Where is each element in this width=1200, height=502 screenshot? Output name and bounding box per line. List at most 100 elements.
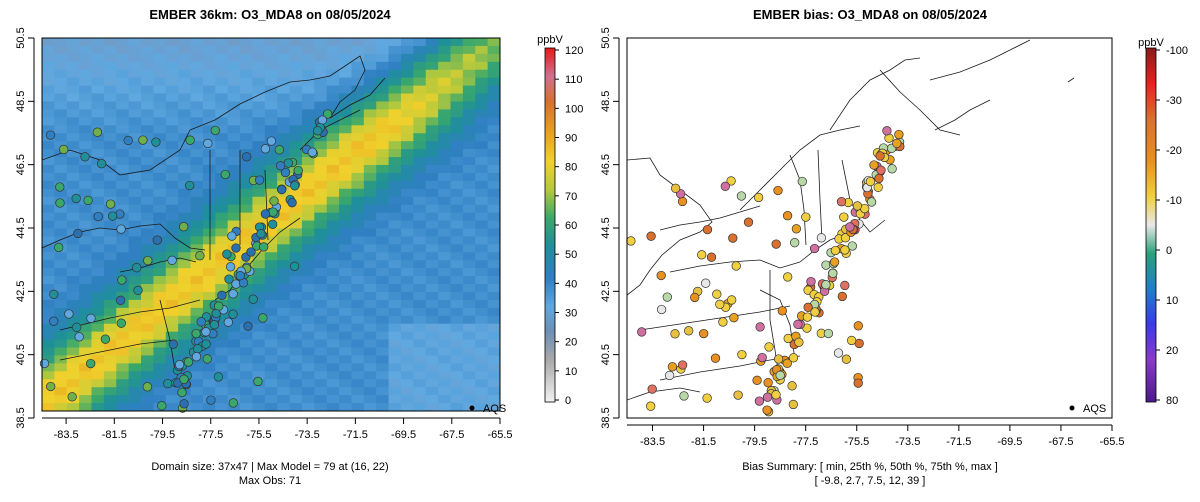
field-cell <box>128 172 142 182</box>
left-colorbar-label: 40 <box>565 278 577 290</box>
field-cell <box>128 180 142 190</box>
field-cell <box>413 252 427 261</box>
field-cell <box>165 268 179 277</box>
field-cell <box>202 284 216 293</box>
field-cell <box>227 180 241 190</box>
field-cell <box>215 204 229 214</box>
field-cell <box>264 331 278 341</box>
field-cell <box>400 252 414 261</box>
field-cell <box>202 387 216 396</box>
field-cell <box>438 196 452 206</box>
field-cell <box>240 307 254 317</box>
field-cell <box>103 307 117 317</box>
field-cell <box>165 323 179 333</box>
field-cell <box>400 149 414 158</box>
field-cell <box>165 149 179 158</box>
field-cell <box>277 363 291 372</box>
field-cell <box>425 85 439 95</box>
field-cell <box>413 204 427 214</box>
field-cell <box>153 61 167 71</box>
field-cell <box>190 180 204 190</box>
field-cell <box>252 157 266 166</box>
right-site-marker <box>882 126 892 136</box>
field-cell <box>178 164 192 174</box>
field-cell <box>141 204 155 214</box>
field-cell <box>252 395 266 404</box>
left-y-tick-label: 40.5 <box>15 344 27 365</box>
field-cell <box>400 101 414 111</box>
field-cell <box>363 149 377 158</box>
field-cell <box>79 69 93 79</box>
field-cell <box>190 77 204 87</box>
field-cell <box>450 403 464 411</box>
field-cell <box>141 125 155 134</box>
field-cell <box>116 403 130 411</box>
field-cell <box>178 77 192 87</box>
field-cell <box>178 252 192 261</box>
left-site-marker <box>228 398 238 408</box>
right-x-tick-label: -77.5 <box>793 436 818 448</box>
field-cell <box>42 69 55 79</box>
field-cell <box>351 141 365 150</box>
field-cell <box>425 101 439 111</box>
field-cell <box>79 188 93 198</box>
field-cell <box>264 291 278 301</box>
field-cell <box>388 180 402 190</box>
field-cell <box>215 93 229 103</box>
field-cell <box>42 403 55 411</box>
right-x-tick-label: -75.5 <box>844 436 869 448</box>
right-site-marker <box>783 272 793 282</box>
field-cell <box>54 45 68 55</box>
field-cell <box>376 260 390 269</box>
field-cell <box>141 355 155 364</box>
field-cell <box>462 252 476 261</box>
field-cell <box>425 228 439 238</box>
field-cell <box>413 379 427 388</box>
field-cell <box>450 141 464 150</box>
field-cell <box>178 212 192 222</box>
field-cell <box>227 212 241 222</box>
field-cell <box>91 236 105 245</box>
field-cell <box>153 323 167 333</box>
field-cell <box>301 244 315 253</box>
field-cell <box>363 276 377 285</box>
field-cell <box>363 93 377 103</box>
field-cell <box>141 371 155 380</box>
field-cell <box>462 236 476 245</box>
field-cell <box>240 244 254 253</box>
field-cell <box>178 347 192 357</box>
field-cell <box>202 101 216 111</box>
right-site-marker <box>892 138 902 148</box>
right-site-marker <box>828 268 838 278</box>
field-cell <box>351 172 365 182</box>
field-cell <box>351 125 365 134</box>
field-cell <box>339 276 353 285</box>
field-cell <box>425 323 439 333</box>
field-cell <box>165 387 179 396</box>
field-cell <box>153 244 167 253</box>
field-cell <box>91 204 105 214</box>
field-cell <box>475 299 489 309</box>
field-cell <box>215 315 229 325</box>
field-cell <box>475 355 489 364</box>
field-cell <box>227 93 241 103</box>
field-cell <box>413 363 427 372</box>
field-cell <box>128 220 142 230</box>
field-cell <box>202 45 216 55</box>
left-site-marker <box>289 261 300 271</box>
field-cell <box>351 220 365 230</box>
field-cell <box>103 244 117 253</box>
field-cell <box>54 157 68 166</box>
field-cell <box>388 284 402 293</box>
field-cell <box>202 276 216 285</box>
field-cell <box>351 276 365 285</box>
field-cell <box>240 284 254 293</box>
field-cell <box>475 212 489 222</box>
field-cell <box>240 53 254 63</box>
field-cell <box>376 395 390 404</box>
field-cell <box>400 395 414 404</box>
field-cell <box>487 212 500 222</box>
field-cell <box>190 363 204 372</box>
field-cell <box>116 164 130 174</box>
field-cell <box>462 109 476 118</box>
